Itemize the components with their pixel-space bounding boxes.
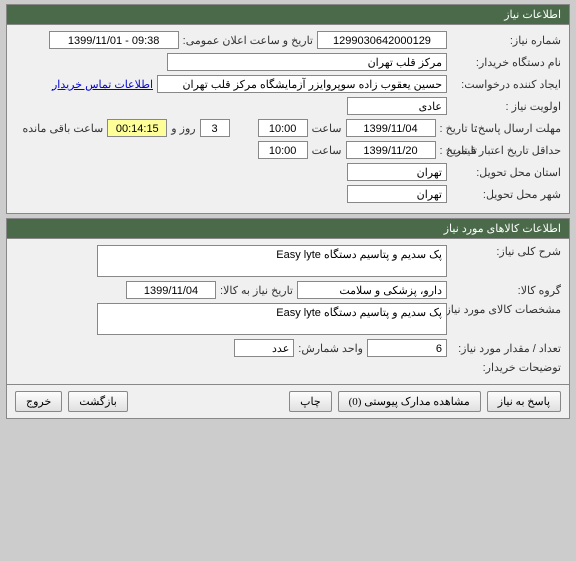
credit-date-label: تا تاریخ : bbox=[440, 144, 477, 157]
need-number-field: 1299030642000129 bbox=[317, 31, 447, 49]
announce-label: تاریخ و ساعت اعلان عمومی: bbox=[183, 34, 313, 47]
quantity-label: تعداد / مقدار مورد نیاز: bbox=[451, 342, 561, 355]
goods-spec-label: مشخصات کالای مورد نیاز: bbox=[451, 303, 561, 316]
goods-info-header: اطلاعات کالاهای مورد نیاز bbox=[7, 219, 569, 239]
need-info-section: اطلاعات نیاز شماره نیاز: 129903064200012… bbox=[6, 4, 570, 214]
priority-label: اولویت نیاز : bbox=[451, 100, 561, 113]
delivery-province-field: تهران bbox=[347, 163, 447, 181]
back-button[interactable]: بازگشت bbox=[68, 391, 128, 412]
need-info-header: اطلاعات نیاز bbox=[7, 5, 569, 25]
countdown-field: 00:14:15 bbox=[107, 119, 167, 137]
buyer-org-label: نام دستگاه خریدار: bbox=[451, 56, 561, 69]
need-number-label: شماره نیاز: bbox=[451, 34, 561, 47]
unit-label: واحد شمارش: bbox=[298, 342, 363, 355]
until-time-field: 10:00 bbox=[258, 119, 308, 137]
goods-info-section: اطلاعات کالاهای مورد نیاز شرح کلی نیاز: … bbox=[6, 218, 570, 419]
credit-time-field: 10:00 bbox=[258, 141, 308, 159]
need-by-date-field: 1399/11/04 bbox=[126, 281, 216, 299]
min-credit-label: حداقل تاریخ اعتبار قیمت: bbox=[481, 144, 561, 157]
goods-spec-field: پک سدیم و پتاسیم دستگاه Easy lyte bbox=[97, 303, 447, 335]
days-field: 3 bbox=[200, 119, 230, 137]
respond-button[interactable]: پاسخ به نیاز bbox=[487, 391, 561, 412]
attachments-button[interactable]: مشاهده مدارک پیوستی (0) bbox=[338, 391, 481, 412]
notes-label: توضیحات خریدار: bbox=[451, 361, 561, 374]
goods-group-field: دارو، پزشکی و سلامت bbox=[297, 281, 447, 299]
credit-date-field: 1399/11/20 bbox=[346, 141, 436, 159]
deadline-label: مهلت ارسال پاسخ: bbox=[481, 122, 561, 135]
buttons-row: پاسخ به نیاز مشاهده مدارک پیوستی (0) چاپ… bbox=[7, 384, 569, 418]
general-desc-field: پک سدیم و پتاسیم دستگاه Easy lyte bbox=[97, 245, 447, 277]
unit-field: عدد bbox=[234, 339, 294, 357]
until-date-field: 1399/11/04 bbox=[346, 119, 436, 137]
time-label-1: ساعت bbox=[312, 122, 342, 135]
goods-group-label: گروه کالا: bbox=[451, 284, 561, 297]
time-label-2: ساعت bbox=[312, 144, 342, 157]
priority-field: عادی bbox=[347, 97, 447, 115]
general-desc-label: شرح کلی نیاز: bbox=[451, 245, 561, 258]
delivery-city-field: تهران bbox=[347, 185, 447, 203]
contact-link[interactable]: اطلاعات تماس خریدار bbox=[52, 78, 153, 91]
announce-field: 1399/11/01 - 09:38 bbox=[49, 31, 179, 49]
need-by-date-label: تاریخ نیاز به کالا: bbox=[220, 284, 293, 297]
exit-button[interactable]: خروج bbox=[15, 391, 62, 412]
buyer-org-field: مرکز قلب تهران bbox=[167, 53, 447, 71]
delivery-province-label: استان محل تحویل: bbox=[451, 166, 561, 179]
days-label: روز و bbox=[171, 122, 195, 135]
request-creator-field: حسین یعقوب زاده سوپروایزر آزمایشگاه مرکز… bbox=[157, 75, 447, 93]
remaining-label: ساعت باقی مانده bbox=[23, 122, 104, 135]
until-date-label: تا تاریخ : bbox=[440, 122, 477, 135]
delivery-city-label: شهر محل تحویل: bbox=[451, 188, 561, 201]
quantity-field: 6 bbox=[367, 339, 447, 357]
print-button[interactable]: چاپ bbox=[289, 391, 332, 412]
request-creator-label: ایجاد کننده درخواست: bbox=[451, 78, 561, 91]
